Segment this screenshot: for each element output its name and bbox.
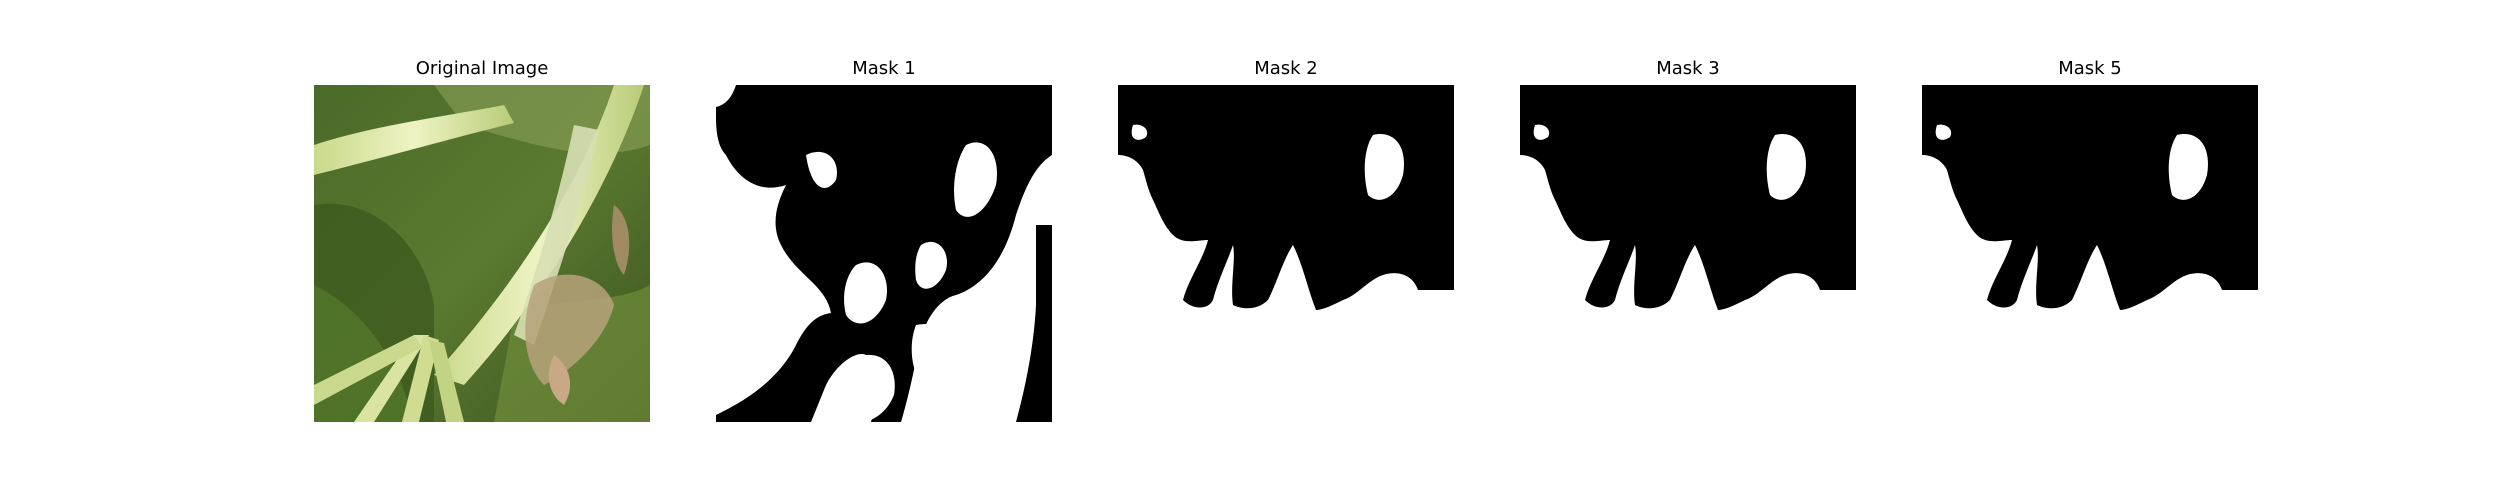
mask-3-image [1520, 85, 1856, 422]
plant-photo [314, 85, 650, 422]
mask-2-image [1118, 85, 1454, 422]
panel-title-mask-1: Mask 1 [852, 58, 916, 79]
mask-5 [1922, 85, 2258, 422]
original-image [314, 85, 650, 422]
panel-title-original: Original Image [415, 58, 549, 79]
mask-1-image [716, 85, 1052, 422]
mask-2 [1118, 85, 1454, 422]
panel-title-mask-5: Mask 5 [2058, 58, 2122, 79]
panel-title-mask-2: Mask 2 [1254, 58, 1318, 79]
mask-1 [716, 85, 1052, 422]
mask-5-image [1922, 85, 2258, 422]
panel-title-mask-3: Mask 3 [1656, 58, 1720, 79]
mask-3 [1520, 85, 1856, 422]
